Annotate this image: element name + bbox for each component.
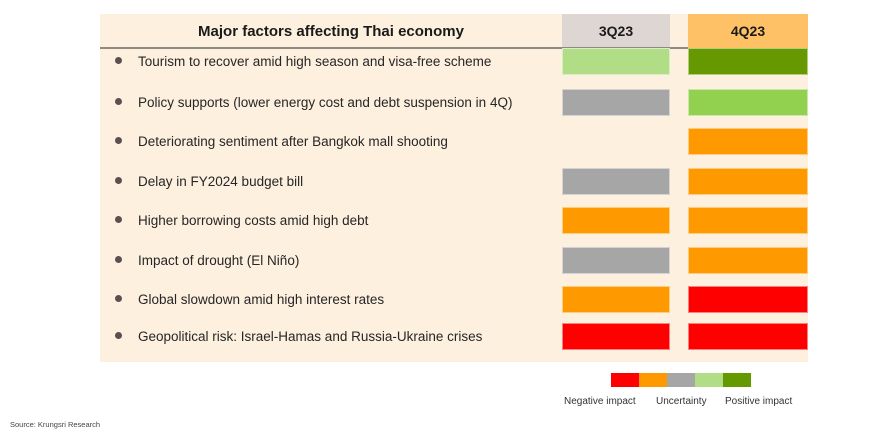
impact-cell-4q23 <box>688 89 808 116</box>
bullet-icon <box>115 332 122 339</box>
impact-cell-4q23 <box>688 286 808 313</box>
legend-label-positive: Positive impact <box>725 396 793 407</box>
source-note: Source: Krungsri Research <box>10 420 101 429</box>
factor-label: Delay in FY2024 budget bill <box>138 174 304 189</box>
factor-label: Global slowdown amid high interest rates <box>138 292 385 307</box>
column-header-3q23: 3Q23 <box>562 14 670 48</box>
factor-row: Tourism to recover amid high season and … <box>100 48 808 75</box>
factor-row: Geopolitical risk: Israel-Hamas and Russ… <box>100 323 808 350</box>
factor-row: Deteriorating sentiment after Bangkok ma… <box>100 128 808 155</box>
impact-cell-4q23 <box>688 128 808 155</box>
factor-row: Delay in FY2024 budget bill <box>100 168 808 195</box>
factor-row: Impact of drought (El Niño) <box>100 247 808 274</box>
header-divider <box>100 47 688 49</box>
impact-cell-3q23 <box>562 168 670 195</box>
factor-row: Higher borrowing costs amid high debt <box>100 207 808 234</box>
factor-label: Geopolitical risk: Israel-Hamas and Russ… <box>138 329 483 344</box>
legend-swatch <box>723 373 751 387</box>
factor-label: Higher borrowing costs amid high debt <box>138 213 369 228</box>
legend-label-uncertainty: Uncertainty <box>656 396 707 407</box>
impact-cell-3q23 <box>562 323 670 350</box>
legend-label-negative: Negative impact <box>564 396 636 407</box>
factor-row: Policy supports (lower energy cost and d… <box>100 89 808 116</box>
factor-label: Tourism to recover amid high season and … <box>138 54 492 69</box>
bullet-icon <box>115 256 122 263</box>
factor-label: Deteriorating sentiment after Bangkok ma… <box>138 134 448 149</box>
impact-cell-4q23 <box>688 247 808 274</box>
impact-cell-4q23 <box>688 168 808 195</box>
bullet-icon <box>115 98 122 105</box>
factor-label: Policy supports (lower energy cost and d… <box>138 95 513 110</box>
legend-swatch <box>611 373 639 387</box>
impact-legend <box>611 373 751 387</box>
bullet-icon <box>115 57 122 64</box>
table-title: Major factors affecting Thai economy <box>198 22 464 40</box>
legend-swatch <box>639 373 667 387</box>
bullet-icon <box>115 177 122 184</box>
factor-row: Global slowdown amid high interest rates <box>100 286 808 313</box>
legend-swatch <box>667 373 695 387</box>
impact-cell-3q23 <box>562 48 670 75</box>
column-header-4q23: 4Q23 <box>688 14 808 48</box>
impact-cell-4q23 <box>688 48 808 75</box>
impact-cell-4q23 <box>688 207 808 234</box>
impact-cell-4q23 <box>688 323 808 350</box>
bullet-icon <box>115 137 122 144</box>
impact-cell-3q23 <box>562 247 670 274</box>
impact-cell-3q23 <box>562 89 670 116</box>
bullet-icon <box>115 295 122 302</box>
bullet-icon <box>115 216 122 223</box>
impact-cell-3q23 <box>562 207 670 234</box>
legend-swatch <box>695 373 723 387</box>
impact-cell-3q23 <box>562 286 670 313</box>
factor-label: Impact of drought (El Niño) <box>138 253 300 268</box>
